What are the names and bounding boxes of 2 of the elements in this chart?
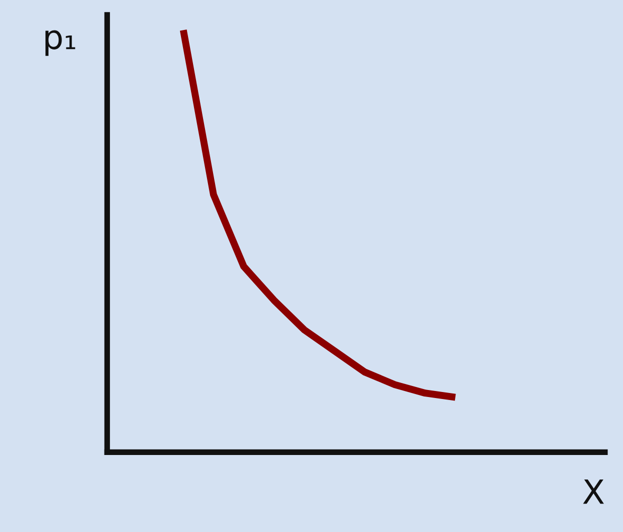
x-axis-title: X	[583, 479, 604, 504]
y-axis-title: p₁	[45, 30, 76, 56]
